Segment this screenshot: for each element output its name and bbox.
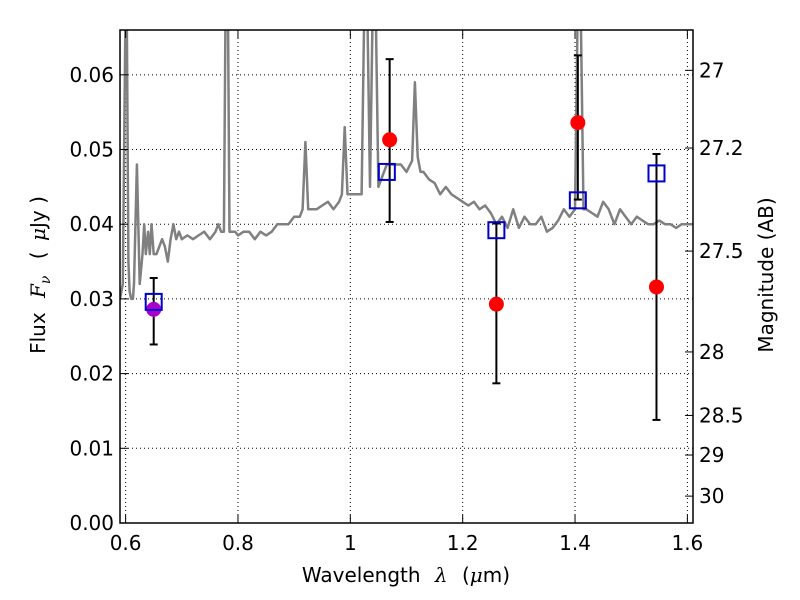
y-tick-label: 0.03 xyxy=(69,287,114,311)
x-tick-label: 1.4 xyxy=(559,531,591,555)
data-point-square xyxy=(647,164,666,183)
x-tick-label: 1.6 xyxy=(671,531,703,555)
y-tick-label: 0.06 xyxy=(69,63,114,87)
data-point-square xyxy=(568,191,587,210)
photometry-markers xyxy=(144,115,666,317)
y2-tick-label: 27 xyxy=(699,58,724,82)
y2-tick-label: 30 xyxy=(699,484,724,508)
x-tick-label: 1.2 xyxy=(447,531,479,555)
y2-tick-label: 27.2 xyxy=(699,136,744,160)
error-bars xyxy=(149,54,661,421)
y2-tick-label: 28 xyxy=(699,340,724,364)
x-tick-label: 1 xyxy=(344,531,357,555)
x-tick-label: 0.8 xyxy=(222,531,254,555)
y-axis-label: Flux Fν ( μJy ) xyxy=(26,196,55,354)
y-tick-label: 0.05 xyxy=(69,138,114,162)
x-axis-label: Wavelength λ (μm) xyxy=(302,563,510,587)
y2-tick-label: 27.5 xyxy=(699,239,744,263)
data-point-square xyxy=(144,292,163,311)
data-point-circle xyxy=(648,279,664,295)
data-point-square xyxy=(377,162,396,181)
y-tick-label: 0.02 xyxy=(69,362,114,386)
x-tick-label: 0.6 xyxy=(110,531,142,555)
data-point-square xyxy=(487,221,506,240)
model-spectrum-line xyxy=(120,30,693,301)
y2-tick-label: 28.5 xyxy=(699,403,744,427)
y2-tick-label: 29 xyxy=(699,443,724,467)
plot-frame xyxy=(119,29,694,524)
y2-axis-label: Magnitude (AB) xyxy=(754,197,778,352)
y-tick-label: 0.04 xyxy=(69,212,114,236)
y-tick-label: 0.01 xyxy=(69,436,114,460)
y-tick-label: 0.00 xyxy=(69,511,114,535)
grid-lines xyxy=(120,30,693,524)
data-point-circle xyxy=(382,132,398,148)
data-point-circle xyxy=(570,115,586,131)
axis-ticks: 0.6 0.8 1 1.2 1.4 1.6 0.00 0.01 0.02 0.03 0.04 0.05… xyxy=(69,30,744,555)
data-point-circle xyxy=(488,296,504,312)
